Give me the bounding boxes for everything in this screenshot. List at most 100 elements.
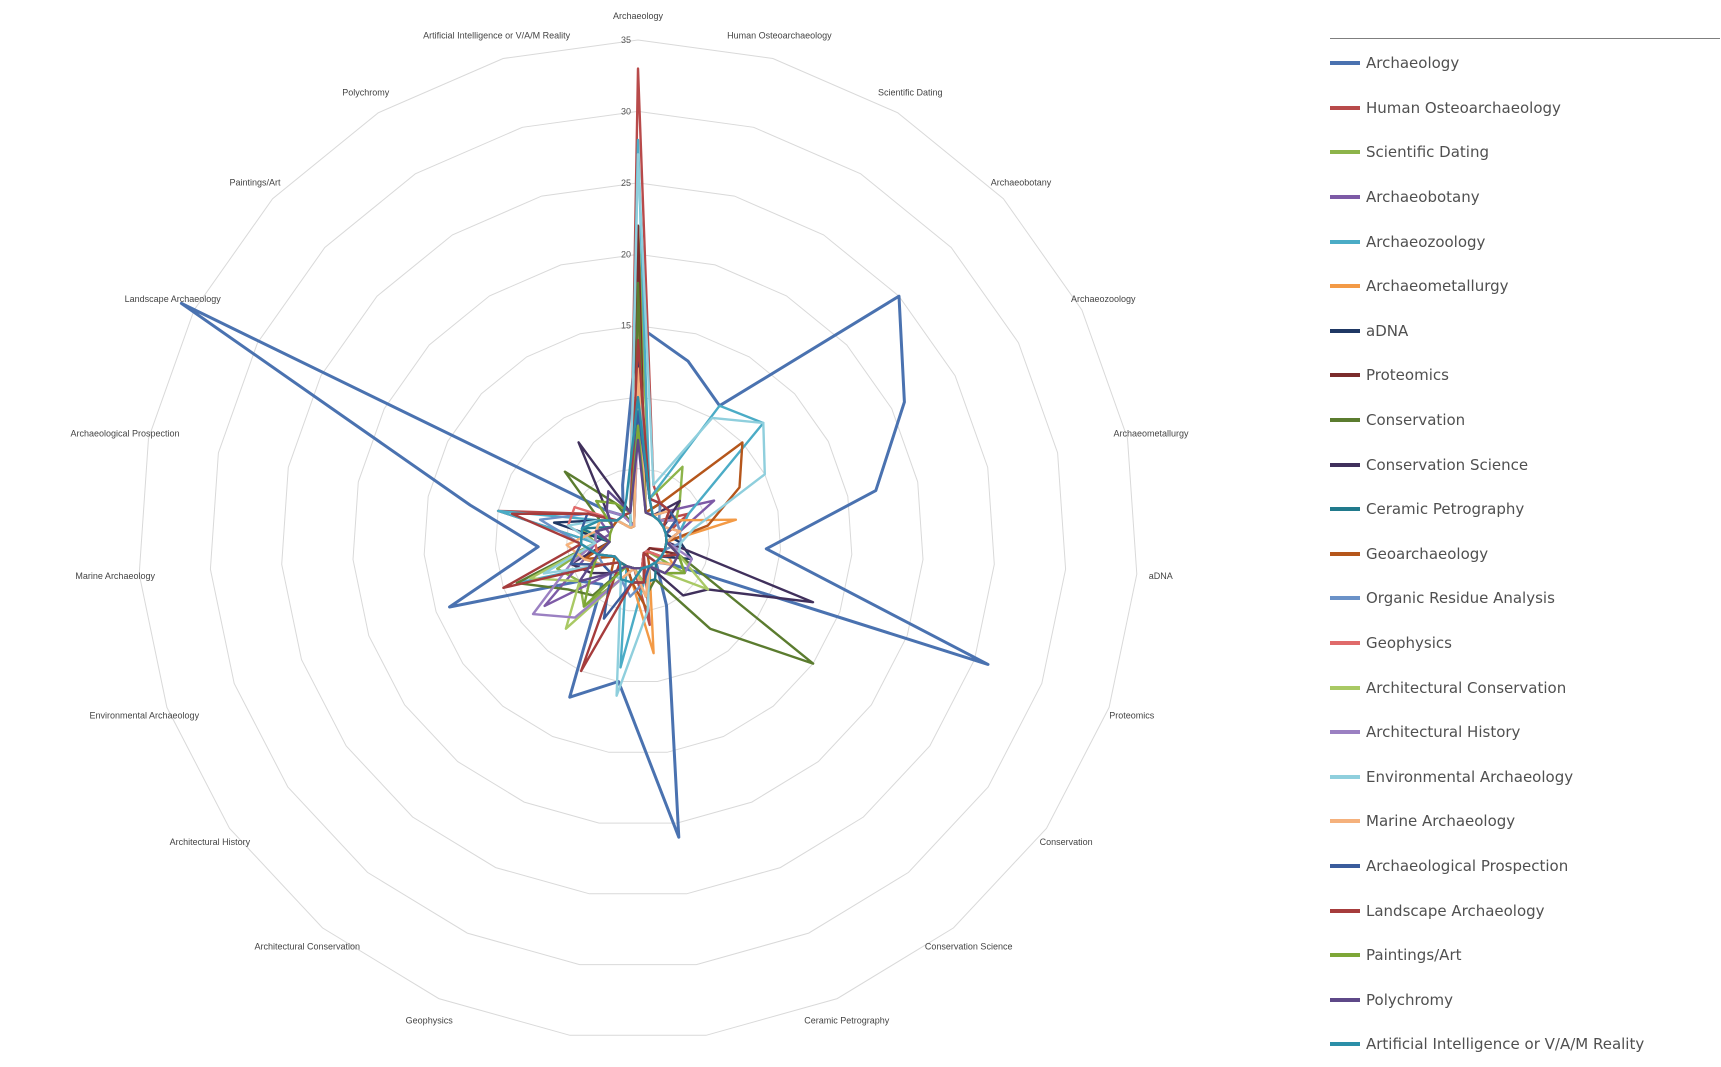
legend-swatch (1330, 418, 1360, 423)
legend-label: Environmental Archaeology (1366, 767, 1574, 786)
legend-item: Marine Archaeology (1330, 799, 1720, 844)
series-line-artificial-intelligence-or-v-a-m-reality (579, 395, 668, 584)
axis-label: Archaeobotany (991, 177, 1052, 187)
legend-label: Archaeometallurgy (1366, 277, 1509, 296)
legend-item: Geophysics (1330, 621, 1720, 666)
axis-label: Landscape Archaeology (125, 294, 222, 304)
tick-labels-group: 35 30 25 20 15 (621, 35, 631, 331)
legend-swatch (1330, 1042, 1360, 1047)
axis-label: Geophysics (406, 1016, 454, 1026)
gridline-25 (281, 182, 995, 895)
legend-label: Archaeological Prospection (1366, 856, 1569, 875)
legend-swatch (1330, 953, 1360, 958)
legend-swatch (1330, 239, 1360, 244)
axis-label: Architectural Conservation (255, 942, 361, 952)
legend-label: Marine Archaeology (1366, 812, 1516, 831)
axis-label: Artificial Intelligence or V/A/M Reality (423, 30, 571, 40)
series-line-landscape-archaeology (502, 338, 680, 673)
legend-item: Architectural History (1330, 710, 1720, 755)
legend-item: Landscape Archaeology (1330, 888, 1720, 933)
legend-label: Archaeozoology (1366, 232, 1486, 251)
series-line-archaeology (179, 294, 990, 839)
axis-label: Marine Archaeology (75, 571, 155, 581)
axis-labels-group: Archaeology Human Osteoarchaeology Scienti… (70, 11, 1189, 1026)
legend-item: Ceramic Petrography (1330, 487, 1720, 532)
legend-label: Architectural History (1366, 723, 1521, 742)
tick-label: 35 (621, 35, 631, 45)
tick-label: 15 (621, 321, 631, 331)
legend-label: Ceramic Petrography (1366, 500, 1525, 519)
legend-item: Archaeobotany (1330, 175, 1720, 220)
legend-swatch (1330, 819, 1360, 824)
axis-label: Archaeology (613, 11, 664, 21)
axis-label: Archaeozoology (1071, 294, 1136, 304)
legend-item: Artificial Intelligence or V/A/M Reality (1330, 1022, 1720, 1067)
legend-item: Scientific Dating (1330, 130, 1720, 175)
legend-swatch (1330, 150, 1360, 155)
gridline-30 (209, 110, 1067, 966)
radar-series-group (179, 67, 990, 839)
axis-label: Paintings/Art (229, 177, 281, 187)
legend-label: Landscape Archaeology (1366, 901, 1545, 920)
legend-label: Archaeology (1366, 54, 1460, 73)
legend-swatch (1330, 863, 1360, 868)
legend-swatch (1330, 462, 1360, 467)
gridline-15 (423, 325, 853, 753)
legend-item: Archaeological Prospection (1330, 844, 1720, 889)
legend-swatch (1330, 105, 1360, 110)
gridline-35 (138, 39, 1138, 1036)
axis-label: Polychromy (342, 87, 390, 97)
legend-item: Environmental Archaeology (1330, 755, 1720, 800)
legend-label: Geophysics (1366, 634, 1452, 653)
legend-item: Conservation (1330, 398, 1720, 443)
legend-item: Polychromy (1330, 977, 1720, 1022)
legend-swatch (1330, 997, 1360, 1002)
legend-label: Archaeobotany (1366, 188, 1480, 207)
legend-item: Archaeology (1330, 41, 1720, 86)
legend-swatch (1330, 730, 1360, 735)
legend-swatch (1330, 507, 1360, 512)
axis-label: aDNA (1149, 571, 1173, 581)
radar-grid (138, 39, 1138, 1036)
tick-label: 30 (621, 106, 631, 116)
legend-item: Human Osteoarchaeology (1330, 86, 1720, 131)
legend-swatch (1330, 774, 1360, 779)
legend-swatch (1330, 373, 1360, 378)
legend-item: Proteomics (1330, 353, 1720, 398)
axis-label: Ceramic Petrography (804, 1016, 890, 1026)
legend-swatch (1330, 61, 1360, 66)
legend-label: Human Osteoarchaeology (1366, 98, 1561, 117)
legend-swatch (1330, 284, 1360, 289)
axis-label: Human Osteoarchaeology (727, 30, 832, 40)
legend-label: Conservation Science (1366, 455, 1529, 474)
legend-item: aDNA (1330, 309, 1720, 354)
gridline-20 (352, 253, 924, 824)
legend-swatch (1330, 908, 1360, 913)
legend-label: Architectural Conservation (1366, 678, 1567, 697)
tick-label: 25 (621, 178, 631, 188)
legend-label: Scientific Dating (1366, 143, 1490, 162)
legend-label: Geoarchaeology (1366, 544, 1489, 563)
legend-label: Polychromy (1366, 990, 1453, 1009)
radar-chart: Archaeology Human Osteoarchaeology Scienti… (70, 11, 1189, 1036)
legend-label: Paintings/Art (1366, 946, 1462, 965)
axis-label: Archaeological Prospection (70, 428, 179, 438)
legend-label: Conservation (1366, 411, 1466, 430)
legend-item: Archaeometallurgy (1330, 264, 1720, 309)
axis-label: Conservation Science (925, 942, 1013, 952)
axis-label: Scientific Dating (878, 87, 943, 97)
legend-swatch (1330, 641, 1360, 646)
legend-item: Paintings/Art (1330, 933, 1720, 978)
legend-swatch (1330, 685, 1360, 690)
legend-swatch (1330, 195, 1360, 200)
chart-legend: Archaeology Human Osteoarchaeology Scienti… (1330, 38, 1720, 1067)
legend-item: Organic Residue Analysis (1330, 576, 1720, 621)
legend-swatch (1330, 328, 1360, 333)
axis-label: Architectural History (170, 837, 251, 847)
legend-label: Organic Residue Analysis (1366, 589, 1555, 608)
legend-swatch (1330, 596, 1360, 601)
legend-item: Geoarchaeology (1330, 532, 1720, 577)
legend-label: Proteomics (1366, 366, 1449, 385)
legend-label: Artificial Intelligence or V/A/M Reality (1366, 1035, 1645, 1054)
tick-label: 20 (621, 249, 631, 259)
